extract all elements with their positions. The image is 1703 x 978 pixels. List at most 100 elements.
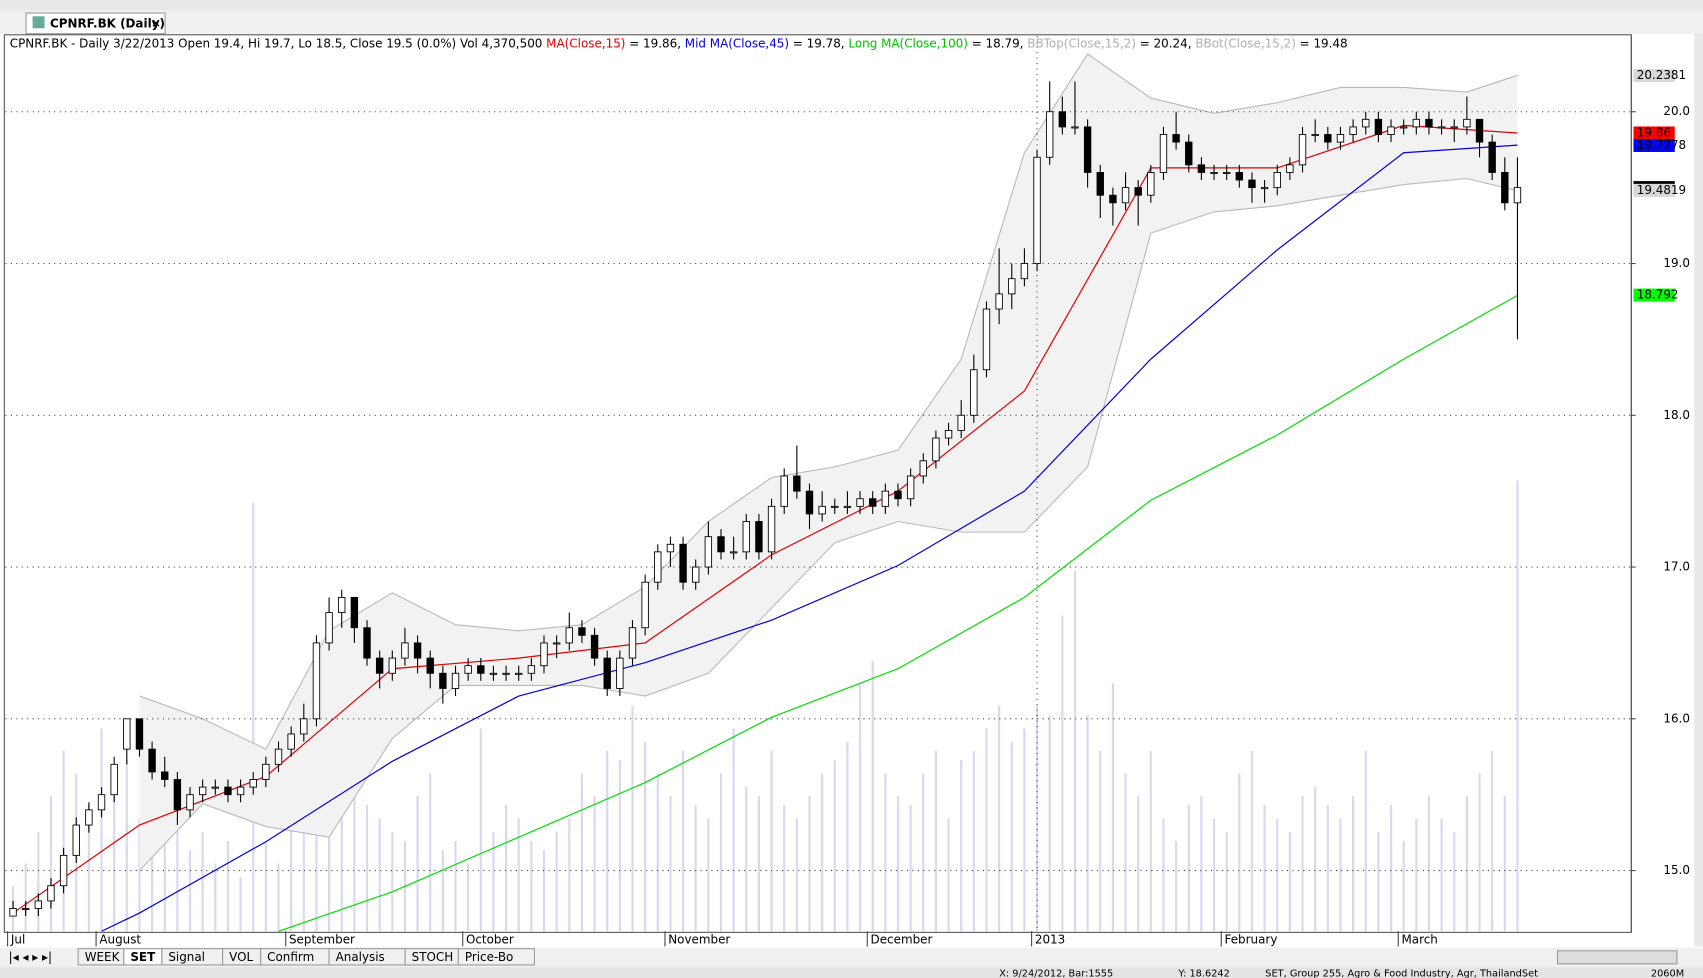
volume-bar <box>1339 818 1342 932</box>
volume-bar <box>1326 805 1329 932</box>
candle-body <box>211 786 220 789</box>
volume-bar <box>934 750 937 932</box>
volume-bar <box>669 795 672 932</box>
volume-bar <box>176 795 179 932</box>
volume-bar <box>960 759 963 932</box>
volume-bar <box>1023 728 1026 932</box>
volume-bar <box>315 750 318 932</box>
price-marker-label: 18.792 <box>1637 288 1679 302</box>
candle-body <box>944 430 953 439</box>
candle-body <box>970 369 978 416</box>
volume-bar <box>239 877 242 932</box>
candle-body <box>1197 164 1206 173</box>
sheet-tab-label: VOL <box>229 950 253 964</box>
candle-body <box>59 854 68 887</box>
candle-body <box>666 543 675 553</box>
candle-body <box>300 718 308 735</box>
candle-body <box>717 536 725 553</box>
volume-bar <box>264 841 267 932</box>
volume-bar <box>707 818 710 932</box>
candle-body <box>1286 164 1294 173</box>
candle-body <box>97 794 106 811</box>
volume-bar <box>492 832 495 932</box>
header-segment: BBot(Close,15,2) <box>1195 36 1296 50</box>
x-tick-label: December <box>871 932 933 946</box>
candle-body <box>1159 134 1168 173</box>
candle-body <box>1387 126 1395 135</box>
candle-body <box>1235 172 1244 181</box>
status-item: SET, Group 255, Agro & Food Industry, Ag… <box>1265 969 1538 978</box>
x-tick-label: August <box>99 932 141 946</box>
tab-close[interactable]: ✕ <box>151 16 161 30</box>
volume-bar <box>252 502 255 932</box>
candle-body <box>616 657 624 689</box>
price-marker-bg <box>1633 126 1675 140</box>
volume-bar <box>1491 750 1494 932</box>
side-scroll[interactable] <box>1694 33 1703 947</box>
volume-bar <box>808 795 811 932</box>
volume-bar <box>795 818 798 932</box>
candle-body <box>34 900 43 909</box>
volume-bar <box>998 705 1001 932</box>
volume-bar <box>1111 683 1114 932</box>
volume-bar <box>1440 818 1443 932</box>
sheet-tab-label: Price-Bo <box>465 950 513 964</box>
candle-body <box>338 596 346 614</box>
header-segment: Long MA(Close,100) <box>848 36 968 50</box>
candle-body <box>489 672 498 675</box>
volume-bar <box>1099 750 1102 932</box>
volume-bar <box>770 750 773 932</box>
volume-bar <box>719 773 723 932</box>
volume-bar <box>1250 750 1254 932</box>
volume-bar <box>201 832 204 932</box>
candle-body <box>793 475 801 492</box>
volume-bar <box>542 850 546 932</box>
candle-body <box>1513 187 1522 204</box>
volume-bar <box>504 805 508 932</box>
candle-body <box>502 672 510 675</box>
volume-bar <box>1212 818 1216 932</box>
volume-bar <box>1238 773 1241 932</box>
candle-body <box>413 642 422 659</box>
volume-bar <box>1010 741 1013 932</box>
x-tick-label: November <box>668 932 730 946</box>
candle-body <box>350 596 359 629</box>
volume-bar <box>1301 795 1304 932</box>
x-tick-label: February <box>1225 932 1278 946</box>
header-segment: = 19.48 <box>1296 36 1348 50</box>
y-tick-label: 20.0 <box>1663 104 1690 118</box>
header-segment: = 19.86, <box>625 36 684 50</box>
price-marker-bg <box>1633 138 1675 152</box>
volume-bar <box>340 773 343 932</box>
y-tick-label: 16.0 <box>1663 711 1690 725</box>
candle-body <box>1336 134 1345 143</box>
volume-bar <box>1048 714 1051 932</box>
candle-body <box>325 612 333 644</box>
price-marker-bg <box>1633 69 1675 83</box>
sheet-tab[interactable] <box>457 948 535 966</box>
window-tab[interactable] <box>25 12 166 35</box>
candle-body <box>287 733 295 750</box>
volume-bar <box>1276 818 1279 932</box>
nav-buttons[interactable]: |◂ ◂ ▸ ▸| <box>9 950 52 964</box>
x-tick-label: September <box>289 932 355 946</box>
volume-bar <box>24 863 27 932</box>
candle-body <box>1109 194 1117 204</box>
candle-body <box>755 521 763 553</box>
candle-body <box>565 627 573 644</box>
volume-bar <box>1465 795 1468 932</box>
h-scroll[interactable] <box>1556 950 1678 965</box>
volume-bar <box>1073 570 1077 932</box>
candle-body <box>957 414 965 431</box>
candle-body <box>375 657 384 674</box>
volume-bar <box>151 841 154 932</box>
volume-bar <box>429 773 432 932</box>
sheet-tab-label: Analysis <box>336 950 385 964</box>
candle-body <box>363 627 371 659</box>
volume-bar <box>871 660 874 932</box>
candle-body <box>477 665 485 674</box>
header-segment: BBTop(Close,15,2) <box>1027 36 1136 50</box>
candle-body <box>1222 172 1231 174</box>
